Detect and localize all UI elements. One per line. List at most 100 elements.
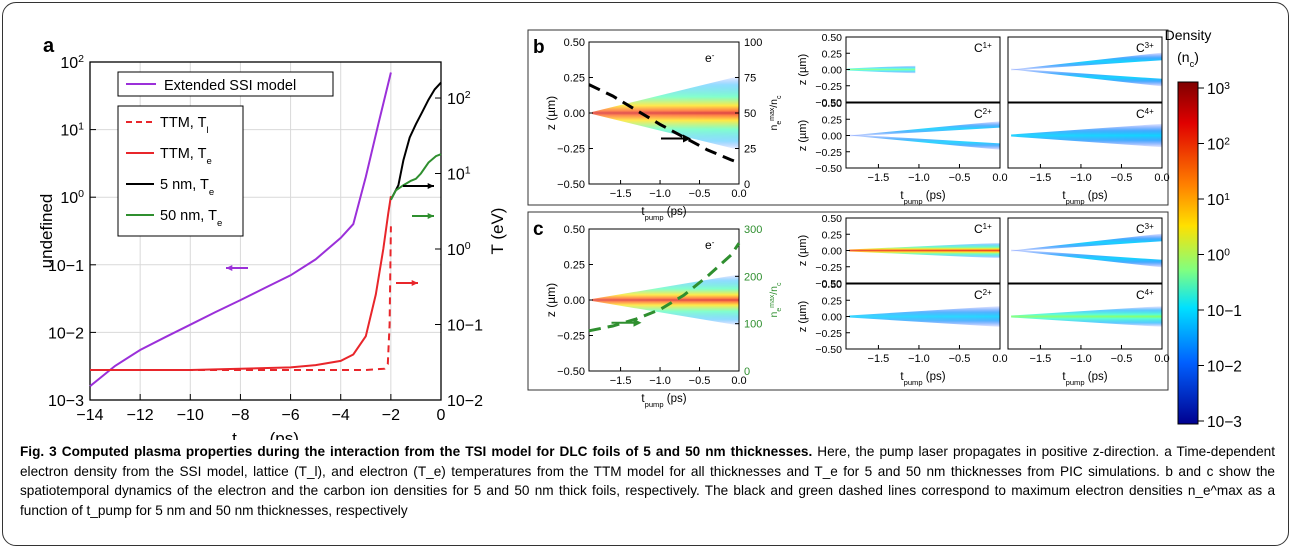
panel-a-axes bbox=[89, 61, 442, 401]
label-part: 10 bbox=[1207, 414, 1225, 431]
density-wedge bbox=[592, 76, 739, 150]
label-part: t bbox=[1062, 190, 1066, 202]
label-part: 0 bbox=[465, 240, 471, 252]
label-part: (ps) bbox=[265, 429, 299, 440]
y2-tick-label: 0 bbox=[744, 179, 750, 191]
label-part: 2 bbox=[465, 89, 471, 101]
label-part: pump bbox=[645, 400, 664, 409]
z-axis-label: z (µm) bbox=[797, 301, 809, 332]
panel-a: a−14−12−10−8−6−4−2010−310−210−1100​101​1… bbox=[37, 35, 507, 440]
z-tick-label: 0.00 bbox=[564, 108, 585, 120]
label-part: undefined bbox=[37, 194, 56, 269]
z-tick-label: 0.25 bbox=[564, 73, 585, 85]
colorbar-tick-label: 103​ bbox=[1207, 81, 1230, 99]
label-part: z (µm) bbox=[797, 301, 809, 332]
label-part: z (µm) bbox=[797, 120, 809, 151]
label-part: 10 bbox=[1207, 303, 1225, 320]
label-part: 10 bbox=[1207, 359, 1225, 376]
x-tick-label: −1.5 bbox=[610, 188, 632, 200]
x-axis-label: tpump​ (ps) bbox=[1062, 371, 1107, 387]
ion-species-sup: 4+ bbox=[1145, 288, 1154, 297]
ion-density bbox=[849, 134, 1000, 150]
x-tick-label: −1.0 bbox=[649, 188, 671, 200]
label-part: −2 bbox=[66, 325, 84, 342]
y2-tick-label: 100 bbox=[744, 319, 762, 331]
label-part: e bbox=[209, 187, 214, 198]
ion-panels-c: C1+0.500.250.00−0.25−0.50z (µm)C3+C2+0.5… bbox=[797, 213, 1170, 387]
annotation-arrow-head bbox=[683, 134, 691, 143]
max-density-dashed-line bbox=[588, 242, 741, 333]
y-right-axis-label: T (eV) bbox=[488, 208, 507, 255]
z-tick-label: 0.00 bbox=[822, 312, 843, 324]
main-density-b: 0.50 0.25 0.00 −0.25 −0.50 −1.5 −1.0 −0.5 0.0 tpu… bbox=[544, 37, 783, 222]
label-part: 10 bbox=[447, 91, 465, 108]
label-part: 2 bbox=[1224, 136, 1230, 147]
label-part: z (µm) bbox=[544, 96, 558, 130]
z-tick-label: 0.25 bbox=[822, 295, 843, 307]
y-left-tick-label: 10−1 bbox=[48, 258, 84, 275]
x-tick-label: −1.0 bbox=[1070, 172, 1092, 184]
x-tick-label: −10 bbox=[177, 407, 204, 424]
z-axis-label: z (µm) bbox=[544, 96, 558, 130]
x-tick-label: −0.5 bbox=[689, 188, 711, 200]
ion-density bbox=[847, 65, 916, 74]
label-part: ) bbox=[1194, 49, 1199, 65]
x-tick-label: −0.5 bbox=[1111, 172, 1133, 184]
ion-density bbox=[849, 306, 1000, 327]
x-tick-label: −2 bbox=[382, 407, 400, 424]
x-tick-label: 0.0 bbox=[731, 188, 746, 200]
label-part: 10 bbox=[48, 258, 66, 275]
label-part: −3 bbox=[1224, 414, 1242, 431]
panel-b-label: b bbox=[533, 37, 545, 58]
ion-axes-border bbox=[1007, 217, 1163, 284]
label-part: −2 bbox=[465, 393, 483, 410]
label-part: 50 nm, T bbox=[160, 208, 217, 224]
label-part: 10 bbox=[60, 190, 78, 207]
z-tick-label: −0.50 bbox=[815, 344, 842, 356]
label-part: (ps) bbox=[923, 190, 946, 202]
x-tick-label: −0.5 bbox=[949, 353, 971, 365]
label-part: 10 bbox=[447, 318, 465, 335]
z-axis-label: z (µm) bbox=[797, 54, 809, 85]
x-tick-label: −1.5 bbox=[1030, 172, 1052, 184]
x-tick-label: −1.5 bbox=[868, 172, 890, 184]
y-left-tick-label: 101​ bbox=[60, 121, 84, 140]
label-part: 2 bbox=[78, 53, 84, 65]
y2-tick-label: 75 bbox=[744, 73, 756, 85]
label-part: max bbox=[769, 294, 776, 308]
figure-caption: Fig. 3 Computed plasma properties during… bbox=[20, 442, 1275, 520]
z-tick-label: −0.25 bbox=[815, 81, 842, 93]
y-right-tick-label: 10−2 bbox=[447, 393, 483, 410]
ion-panel: C3+ bbox=[1007, 217, 1163, 284]
y-right-tick-label: 100​ bbox=[447, 240, 471, 259]
x-tick-label: −0.5 bbox=[1111, 353, 1133, 365]
label-part: TTM, T bbox=[160, 115, 207, 131]
legend-item: Extended SSI model bbox=[164, 78, 296, 94]
label-part: /n bbox=[768, 286, 780, 295]
z-axis-label: z (µm) bbox=[797, 120, 809, 151]
ion-density bbox=[1011, 233, 1162, 252]
label-part: n bbox=[768, 125, 780, 131]
label-part: c bbox=[776, 95, 783, 99]
x-tick-label: −8 bbox=[231, 407, 249, 424]
species-label: e- bbox=[705, 238, 715, 253]
main-density-c: 0.50 0.25 0.00 −0.25 −0.50 −1.5 −1.0 −0.5 0.0 tpu… bbox=[544, 224, 783, 409]
z-tick-label: −0.25 bbox=[557, 331, 585, 343]
x-axis-label: tpump​ (ps) bbox=[900, 371, 945, 387]
ion-axes-border bbox=[1007, 36, 1163, 103]
legend-item: 5 nm, Te​ bbox=[160, 177, 214, 198]
x-tick-label: 0.0 bbox=[731, 375, 746, 387]
ion-panel: C2+0.500.250.00−0.25−0.50z (µm)−1.5 −1.0−… bbox=[797, 98, 1008, 206]
z-tick-label: 0.25 bbox=[822, 48, 843, 60]
label-part: 0 bbox=[1224, 247, 1230, 258]
ion-density bbox=[1011, 306, 1162, 327]
x-axis-label: tpump​ (ps) bbox=[641, 206, 686, 222]
label-part: 5 nm, T bbox=[160, 177, 209, 193]
label-part: z (µm) bbox=[544, 283, 558, 317]
x-axis-label: tpump​ (ps) bbox=[641, 393, 686, 409]
x-tick-label: −6 bbox=[281, 407, 299, 424]
ion-panel: C2+0.500.250.00−0.25−0.50z (µm)−1.5 −1.0−… bbox=[797, 279, 1008, 387]
label-part: t bbox=[641, 393, 645, 405]
